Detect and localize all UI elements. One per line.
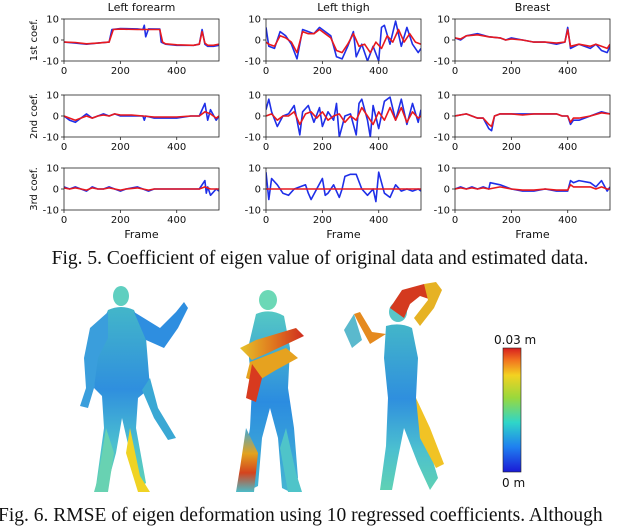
y-tick-label: 0 [255,36,261,47]
y-tick-label: 10 [248,15,261,26]
series-line-estimated [266,106,421,126]
colorbar-gradient [502,347,522,473]
x-tick-label: 200 [502,215,521,226]
series-line-estimated [455,184,610,191]
series-line-original [266,20,421,61]
y-tick-label: -10 [434,57,450,68]
x-tick-label: 0 [263,142,269,153]
mesh-figure-2 [236,290,304,492]
x-tick-label: 400 [369,66,388,77]
x-tick-label: 400 [369,142,388,153]
x-tick-label: 200 [313,66,332,77]
y-tick-label: 10 [437,164,450,175]
y-tick-label: 0 [444,36,450,47]
y-tick-label: 0 [255,185,261,196]
x-axis-label: Frame [326,228,361,241]
column-title: Breast [515,1,551,14]
x-tick-label: 200 [502,66,521,77]
x-tick-label: 200 [111,215,130,226]
y-tick-label: 10 [46,15,59,26]
x-tick-label: 400 [369,215,388,226]
series-line-original [266,171,421,203]
x-tick-label: 0 [61,142,67,153]
plot-frame [63,18,220,62]
series-line-original [266,96,421,137]
y-tick-label: -10 [245,57,261,68]
series-line-estimated [455,28,610,50]
series-line-estimated [64,111,219,121]
y-tick-label: -10 [43,206,59,217]
x-tick-label: 400 [167,66,186,77]
series-line-estimated [455,112,610,128]
series-line-estimated [266,28,421,54]
row-label: 3rd coef. [29,167,40,211]
x-tick-label: 0 [263,66,269,77]
row-label: 2nd coef. [29,93,40,139]
series-line-original [455,26,610,54]
x-axis-label: Frame [124,228,159,241]
y-tick-label: -10 [434,206,450,217]
y-tick-label: 0 [255,112,261,123]
y-tick-label: 10 [46,164,59,175]
x-tick-label: 400 [167,215,186,226]
y-tick-label: 0 [53,36,59,47]
x-tick-label: 400 [167,142,186,153]
x-tick-label: 400 [558,142,577,153]
series-line-estimated [64,186,219,191]
figure5-charts: Left forearm Left thigh Breast 1st coef. 2nd… [29,1,611,241]
x-tick-label: 0 [263,215,269,226]
x-tick-label: 0 [452,215,458,226]
x-tick-label: 200 [502,142,521,153]
x-tick-label: 400 [558,66,577,77]
figure5-caption: Fig. 5. Coefficient of eigen value of or… [51,248,589,269]
y-tick-label: 10 [437,15,450,26]
column-title: Left thigh [317,1,370,14]
y-tick-label: -10 [43,57,59,68]
x-tick-label: 0 [452,142,458,153]
colorbar: 0.03 m 0 m [494,333,536,490]
y-tick-label: 10 [248,164,261,175]
figure6-heatmap-figure: 0.03 m 0 m [80,282,536,492]
series-line-original [64,102,219,124]
series-line-estimated [64,28,219,47]
y-tick-label: -10 [434,133,450,144]
y-tick-label: 10 [46,91,59,102]
y-tick-label: 0 [53,112,59,123]
y-tick-label: 0 [444,185,450,196]
row-label: 1st coef. [29,19,40,61]
series-line-original [64,179,219,197]
column-title: Left forearm [108,1,176,14]
plot-frame [454,18,611,62]
y-tick-label: 10 [248,91,261,102]
figure6-caption: Fig. 6. RMSE of eigen deformation using … [0,505,603,526]
y-tick-label: 0 [444,112,450,123]
mesh-figure-3 [344,282,444,490]
y-tick-label: -10 [245,133,261,144]
x-tick-label: 200 [111,142,130,153]
y-tick-label: 10 [437,91,450,102]
x-tick-label: 200 [313,142,332,153]
x-tick-label: 0 [61,66,67,77]
mesh-figure-1 [80,286,188,492]
colorbar-max-label: 0.03 m [494,333,536,347]
x-tick-label: 200 [111,66,130,77]
y-tick-label: 0 [53,185,59,196]
y-tick-label: -10 [43,133,59,144]
colorbar-min-label: 0 m [502,476,525,490]
x-axis-label: Frame [515,228,550,241]
x-tick-label: 200 [313,215,332,226]
x-tick-label: 0 [61,215,67,226]
x-tick-label: 400 [558,215,577,226]
x-tick-label: 0 [452,66,458,77]
y-tick-label: -10 [245,206,261,217]
